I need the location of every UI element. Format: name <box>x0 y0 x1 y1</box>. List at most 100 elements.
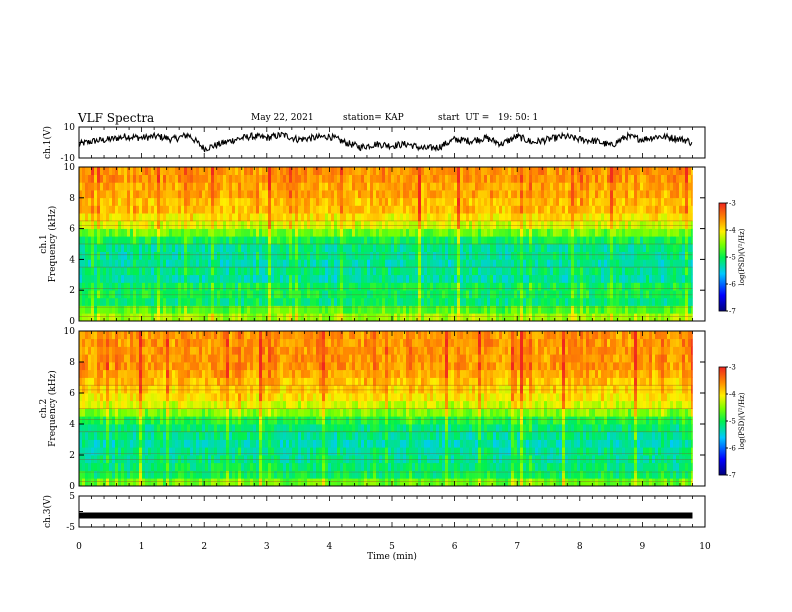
ch1-spectrogram-cell <box>229 274 233 283</box>
ch2-spectrogram-cell <box>355 470 359 479</box>
ch1-spectrogram-cell <box>466 197 470 206</box>
ch1-spectrogram-cell <box>103 182 107 191</box>
ch1-spectrogram-cell <box>334 228 338 237</box>
ch1-spectrogram-cell <box>622 205 626 214</box>
ch1-spectrogram-cell <box>469 290 473 299</box>
ch1-spectrogram-cell <box>421 251 425 260</box>
ch1-spectrogram-cell <box>154 305 158 314</box>
ch1-spectrogram-cell <box>667 213 671 222</box>
ch1-spectrogram-cell <box>169 236 173 245</box>
colorbar-tick-label: -5 <box>729 254 736 262</box>
ch1-spectrogram-cell <box>574 228 578 237</box>
ch1-spectrogram-cell <box>130 267 134 276</box>
ch1-spectrogram-cell <box>604 251 608 260</box>
ch1-spectrogram-cell <box>124 205 128 214</box>
ch1-spectrogram-cell <box>349 290 353 299</box>
ch1-spectrogram-cell <box>370 297 374 306</box>
ch1-spectrogram-cell <box>601 267 605 276</box>
ch1-spectrogram-cell <box>97 282 101 291</box>
ch1-spectrogram-cell <box>88 251 92 260</box>
colorbar-step <box>719 244 726 246</box>
ch1-spectrogram-cell <box>337 313 341 322</box>
ch1-spectrogram-cell <box>310 197 314 206</box>
ch1-spectrogram-cell <box>352 213 356 222</box>
ch2-spectrogram-cell <box>229 470 233 479</box>
ch1-spectrogram-cell <box>241 244 245 252</box>
ch1-spectrogram-cell <box>262 205 266 214</box>
ch1-spectrogram-cell <box>370 305 374 314</box>
ch1-spectrogram-cell <box>364 220 368 229</box>
ch1-spectrogram-cell <box>271 274 275 283</box>
ch2-spectrogram-cell <box>517 470 521 479</box>
ch1-spectrogram-cell <box>595 236 599 245</box>
ch2-spectrogram-cell <box>127 478 131 487</box>
ch1-spectrogram-cell <box>463 205 467 214</box>
ch1-spectrogram-cell <box>421 213 425 222</box>
ch1-spectrogram-cell <box>208 313 212 322</box>
ch1-spectrogram-cell <box>559 290 563 299</box>
ch1-spectrogram-cell <box>658 290 662 299</box>
ch1-spectrogram-cell <box>457 197 461 206</box>
ch1-spectrogram-cell <box>187 305 191 314</box>
ch2-spectrogram-cell <box>82 478 86 487</box>
ch1-spectrogram-cell <box>493 228 497 237</box>
ch1-spectrogram-cell <box>169 305 173 314</box>
ch1-spectrogram-cell <box>157 251 161 260</box>
ch1-spectrogram-cell <box>403 190 407 199</box>
ch1-spectrogram-cell <box>352 197 356 206</box>
ch2-spectrogram-cell <box>199 478 203 487</box>
ch1-spectrogram-cell <box>628 290 632 299</box>
ch1-spectrogram-cell <box>529 290 533 299</box>
ch1-spectrogram-cell <box>412 244 416 252</box>
ch1-spectrogram-cell <box>550 197 554 206</box>
ch1-spectrogram-cell <box>676 305 680 314</box>
ch1-spectrogram-cell <box>211 174 215 183</box>
ch1-spectrogram-cell <box>313 313 317 322</box>
ch1-spectrogram-cell <box>538 313 542 322</box>
ch1-spectrogram-cell <box>214 220 218 229</box>
ch1-spectrogram-cell <box>310 174 314 183</box>
ch1-spectrogram-cell <box>376 282 380 291</box>
ch2-spectrogram-cell <box>172 470 176 479</box>
ch1-spectrogram-cell <box>487 174 491 183</box>
ch1-spectrogram-cell <box>577 190 581 199</box>
ch1-spectrogram-cell <box>646 251 650 260</box>
ch2-spectrogram-cell <box>358 470 362 479</box>
ch1-spectrogram-cell <box>688 251 692 260</box>
ch1-spectrogram-cell <box>652 274 656 283</box>
ch1-spectrogram-cell <box>325 220 329 229</box>
ch1-spectrogram-cell <box>481 305 485 314</box>
ch1-spectrogram-cell <box>589 305 593 314</box>
ch2-spectrogram-cell <box>151 470 155 479</box>
ch1-spectrogram-cell <box>154 182 158 191</box>
ch1-spectrogram-cell <box>514 197 518 206</box>
ch1-spectrogram-cell <box>652 244 656 252</box>
ch2-spectrogram-cell <box>418 462 422 471</box>
ch1-spectrogram-cell <box>445 174 449 183</box>
ch1-spectrogram-cell <box>574 313 578 322</box>
ch2-spectrogram-cell <box>109 470 113 479</box>
ch1-spectrogram-cell <box>439 228 443 237</box>
ch1-spectrogram-cell <box>673 267 677 276</box>
ch1-spectrogram-cell <box>553 282 557 291</box>
ch1-spectrogram-cell <box>256 305 260 314</box>
ch1-spectrogram-cell <box>628 205 632 214</box>
ch1-spectrogram-cell <box>667 167 671 175</box>
ch1-spectrogram-cell <box>439 197 443 206</box>
ch1-spectrogram-cell <box>523 174 527 183</box>
ch1-spectrogram-cell <box>529 174 533 183</box>
ch1-spectrogram-cell <box>484 244 488 252</box>
ch1-spectrogram-cell <box>349 236 353 245</box>
ch1-spectrogram-cell <box>457 182 461 191</box>
ch1-spectrogram-cell <box>571 259 575 268</box>
ch1-spectrogram-cell <box>457 174 461 183</box>
ch1-spectrogram-cell <box>427 236 431 245</box>
ch1-spectrogram-cell <box>574 297 578 306</box>
ch1-spectrogram-cell <box>226 190 230 199</box>
ch1-spectrogram-cell <box>247 205 251 214</box>
ch1-spectrogram-cell <box>142 251 146 260</box>
ch1-spectrogram-cell <box>223 205 227 214</box>
ch1-spectrogram-cell <box>91 297 95 306</box>
ch1-spectrogram-cell <box>394 220 398 229</box>
ch1-spectrogram-cell <box>613 282 617 291</box>
